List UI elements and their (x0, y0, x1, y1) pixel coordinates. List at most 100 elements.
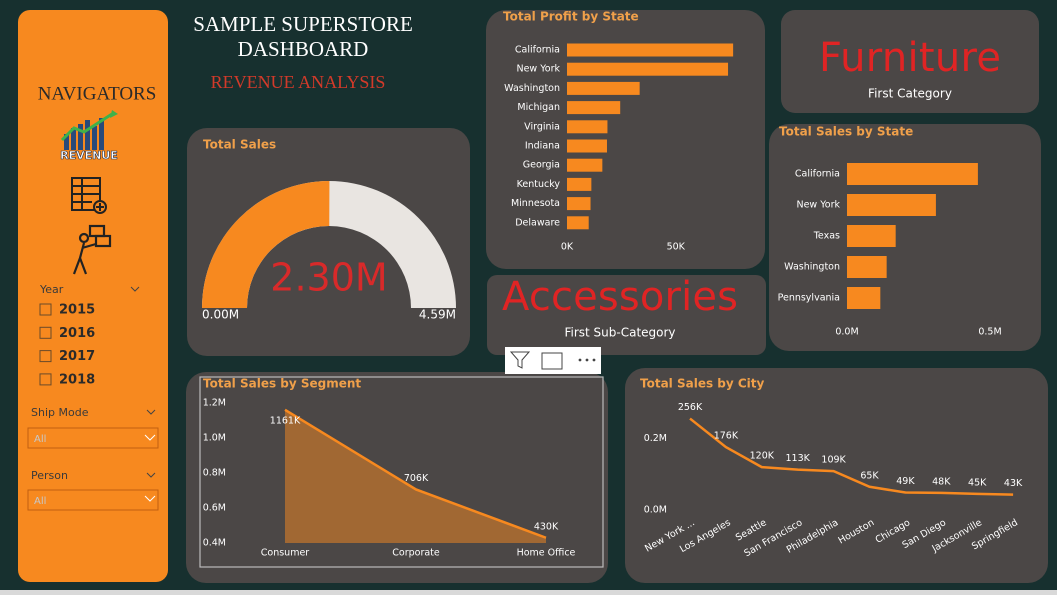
revenue-icon[interactable]: REVENUE (60, 110, 118, 162)
table-icon[interactable] (71, 177, 107, 214)
checkbox[interactable] (39, 373, 52, 386)
y-tick-label: 0.2M (644, 433, 667, 444)
dashboard-title: SAMPLE SUPERSTORE DASHBOARD (193, 12, 413, 61)
bar (567, 62, 729, 76)
chevron[interactable] (146, 409, 156, 415)
dropdown[interactable] (27, 489, 159, 511)
chart-title: Total Sales by Segment (203, 377, 361, 391)
gauge-value (202, 181, 330, 308)
focus-button[interactable] (541, 352, 563, 370)
y-tick-label: 0.4M (203, 538, 226, 549)
checkbox-label: 2015 (59, 303, 95, 318)
y-tick-label: 1.0M (203, 433, 226, 444)
data-label: 1161K (270, 415, 301, 426)
line (689, 417, 1014, 496)
dropdown[interactable] (27, 427, 159, 449)
dashboard-subtitle: REVENUE ANALYSIS (211, 72, 386, 92)
checkbox[interactable] (39, 326, 52, 339)
data-label: 176K (714, 431, 739, 442)
gauge-limit-label: 4.59M (419, 308, 456, 322)
chart-title: Total Sales (203, 138, 276, 152)
y-tick-label: 0.6M (203, 503, 226, 514)
bar (847, 194, 936, 216)
category-label: California (795, 169, 840, 180)
y-tick-label: 0.8M (203, 468, 226, 479)
category-label: New York (796, 200, 840, 211)
category-label: New York (516, 64, 560, 75)
data-label: 49K (896, 476, 915, 487)
chevron[interactable] (130, 286, 140, 292)
category-label: Kentucky (517, 179, 561, 190)
title-box: SAMPLE SUPERSTORE DASHBOARD (193, 12, 413, 61)
x-tick-label: 0.5M (978, 327, 1001, 338)
chart-title: Total Sales by State (779, 125, 913, 139)
panel (781, 10, 1039, 113)
chevron[interactable] (146, 472, 156, 478)
data-label: 706K (404, 473, 429, 484)
filter-label: Person (31, 469, 68, 482)
line (284, 408, 547, 539)
data-label: 48K (932, 476, 951, 487)
category-label: Indiana (525, 141, 560, 152)
bar (567, 81, 640, 95)
data-label: 109K (821, 455, 846, 466)
chevron[interactable] (144, 434, 156, 441)
selection-frame (199, 376, 604, 568)
bar (567, 43, 734, 57)
category-label: Georgia (523, 160, 560, 171)
worker-icon[interactable] (72, 224, 112, 275)
x-tick-label: 50K (667, 242, 686, 253)
more-button[interactable] (578, 358, 596, 362)
bottom-bar (0, 590, 1057, 595)
y-tick-label: 1.2M (203, 398, 226, 409)
checkbox-label: 2018 (59, 372, 95, 387)
category-label: Minnesota (511, 198, 560, 209)
nav-label: REVENUE (60, 149, 118, 162)
card-label: First Sub-Category (564, 326, 675, 340)
nav-title: NAVIGATORS (38, 83, 157, 104)
dropdown-value: All (34, 496, 46, 507)
category-label: Michigan (517, 102, 560, 113)
bar (567, 177, 592, 191)
data-label: 65K (860, 470, 879, 481)
filter-label: Year (39, 283, 64, 296)
data-label: 120K (750, 451, 775, 462)
chevron[interactable] (144, 495, 156, 502)
bar (567, 139, 607, 153)
data-label: 430K (534, 521, 559, 532)
checkbox[interactable] (39, 303, 52, 316)
category-label: Delaware (515, 217, 560, 228)
panel (625, 368, 1048, 583)
bar (847, 163, 978, 185)
bar (847, 256, 887, 278)
category-label: Corporate (392, 548, 440, 559)
checkbox-label: 2017 (59, 349, 95, 364)
y-tick-label: 0.0M (644, 505, 667, 516)
bar (567, 120, 608, 134)
data-label: 256K (678, 402, 703, 413)
area (285, 409, 546, 543)
filter-label: Ship Mode (31, 406, 89, 419)
data-label: 43K (1004, 478, 1023, 489)
sidebar (18, 10, 168, 582)
category-label: Washington (784, 262, 840, 273)
checkbox[interactable] (39, 350, 52, 363)
category-label: Home Office (517, 548, 576, 559)
dropdown-value: All (34, 434, 46, 445)
bar (567, 158, 603, 172)
card-label: First Category (868, 87, 952, 101)
data-label: 45K (968, 477, 987, 488)
bar (567, 197, 591, 211)
bar (567, 101, 621, 115)
data-label: 113K (786, 453, 811, 464)
category-label: Consumer (261, 548, 310, 559)
bar (847, 287, 881, 309)
x-tick-label: 0.0M (835, 327, 858, 338)
gauge-limit-label: 0.00M (202, 308, 239, 322)
card-value: Furniture (819, 35, 1001, 81)
category-label: California (515, 45, 560, 56)
category-label: Pennsylvania (778, 293, 840, 304)
card-value: Accessories (502, 274, 738, 320)
filter-button[interactable] (509, 351, 531, 369)
